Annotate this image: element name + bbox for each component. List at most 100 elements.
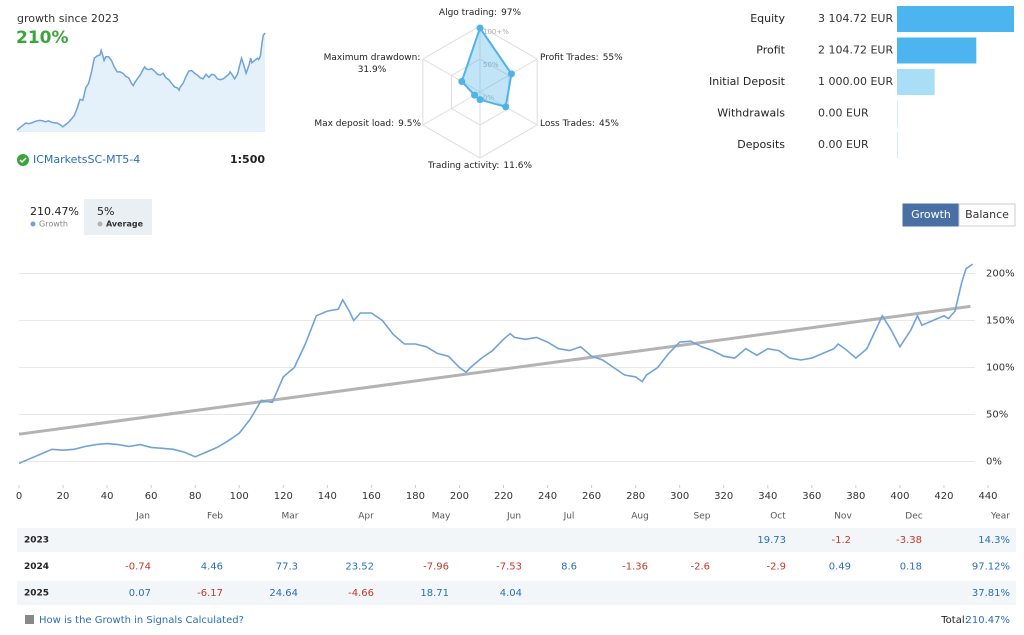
cell-value: 18.71: [420, 588, 449, 599]
bar-label: Initial Deposit: [709, 75, 786, 88]
x-tick-label: 420: [934, 491, 953, 502]
radar-point: [458, 77, 466, 85]
cell-value: -4.66: [348, 588, 374, 599]
growth-label: growth since 2023: [17, 12, 119, 25]
radar-label: Maximum drawdown: 31.9%: [324, 53, 421, 75]
radar-category: Max deposit load:: [314, 119, 394, 129]
radar-value: 45%: [599, 119, 619, 129]
radar-spoke: [422, 58, 481, 93]
toggle-label[interactable]: Balance: [965, 208, 1009, 221]
x-tick-label: 120: [274, 491, 293, 502]
help-link[interactable]: How is the Growth in Signals Calculated?: [39, 615, 244, 626]
mini-chart: [16, 32, 266, 132]
legend-box: [84, 199, 152, 235]
x-tick-label: 180: [406, 491, 425, 502]
row-bg: [17, 554, 1016, 579]
radar-tick-label: 50%: [483, 61, 499, 69]
y-tick-label: 150%: [986, 316, 1015, 327]
bar-value: 0.00 EUR: [818, 107, 869, 120]
x-tick-label: 360: [802, 491, 821, 502]
x-tick-label: 200: [450, 491, 469, 502]
legend: 210.47% Growth 5% Average Growth Balance: [30, 199, 1016, 235]
toggle-button[interactable]: [958, 203, 1016, 227]
mini-line: [16, 32, 266, 131]
growth-chart: 0% 50% 100% 150% 200% 0 20 40 60 80 100 120 140 160 18…: [16, 263, 1015, 502]
x-tick-label: 320: [714, 491, 733, 502]
x-tick-label: 280: [626, 491, 645, 502]
x-tick-label: 340: [758, 491, 777, 502]
bar-value: 2 104.72 EUR: [818, 44, 893, 57]
cell-value: -1.36: [622, 562, 648, 573]
cell-value: 0.18: [900, 562, 922, 573]
total-value: 210.47%: [966, 615, 1011, 626]
x-tick-label: 220: [494, 491, 513, 502]
cell-value: 8.6: [561, 562, 577, 573]
bar-label: Equity: [750, 12, 785, 25]
mini-area: [17, 33, 265, 132]
cell-value: 19.73: [757, 535, 786, 546]
radar-value: 9.5%: [398, 119, 421, 129]
cell-value: -2.6: [690, 562, 710, 573]
cell-value: -0.74: [125, 562, 151, 573]
cell-value: -1.2: [831, 535, 851, 546]
column-header: Nov: [834, 512, 852, 522]
radar-category: Trading activity:: [427, 161, 499, 171]
bar-label: Profit: [756, 44, 785, 57]
row-year: 2023: [24, 536, 49, 546]
column-header: Oct: [770, 512, 786, 522]
radar-tick-label: 0%: [483, 94, 494, 102]
legend-dot: [30, 221, 36, 227]
radar-label: Trading activity: 11.6%: [427, 161, 532, 171]
total-label: Total:: [940, 615, 968, 626]
cell-value: -3.38: [896, 535, 922, 546]
row-total: 14.3%: [978, 535, 1010, 546]
bar-value: 0.00 EUR: [818, 138, 869, 151]
growth-value: 210%: [16, 28, 69, 48]
cell-value: 23.52: [345, 562, 374, 573]
row-total: 97.12%: [972, 562, 1010, 573]
help-icon: [25, 615, 34, 624]
column-header: Aug: [631, 512, 649, 522]
radar-tick-label: 100+%: [483, 28, 509, 36]
legend-value: 210.47%: [30, 205, 79, 218]
radar-value: 55%: [603, 53, 623, 63]
radar-point: [471, 91, 479, 99]
bar-label: Deposits: [737, 138, 785, 151]
series-line: [18, 304, 971, 436]
radar-label: Max deposit load: 9.5%: [314, 119, 421, 129]
x-tick-label: 80: [189, 491, 202, 502]
x-tick-label: 440: [978, 491, 997, 502]
cell-value: -2.9: [766, 562, 786, 573]
cell-value: 24.64: [269, 588, 298, 599]
x-tick-label: 60: [145, 491, 158, 502]
column-header: Sep: [694, 512, 711, 522]
row-year: 2025: [24, 589, 49, 599]
column-header: Jul: [563, 512, 575, 522]
column-header: Dec: [905, 512, 922, 522]
column-header: Mar: [282, 512, 299, 522]
toggle-label[interactable]: Growth: [911, 208, 951, 221]
bar: [897, 69, 935, 95]
cell-value: -7.96: [423, 562, 449, 573]
column-header: Year: [990, 512, 1010, 522]
column-header: Jan: [135, 512, 150, 522]
x-tick-label: 400: [890, 491, 909, 502]
series-line: [18, 263, 974, 465]
cell-value: 4.04: [500, 588, 522, 599]
column-header: Jun: [506, 512, 521, 522]
radar-value: 97%: [501, 8, 521, 18]
bar: [897, 6, 1014, 32]
radar-point: [476, 24, 484, 32]
cell-value: -7.53: [496, 562, 522, 573]
x-tick-label: 240: [538, 491, 557, 502]
account-link[interactable]: ICMarketsSC-MT5-4: [33, 153, 140, 166]
y-tick-label: 0%: [986, 457, 1002, 468]
row-bg: [17, 528, 1016, 552]
row-total: 37.81%: [972, 588, 1010, 599]
monthly-table: Jan Feb Mar Apr May Jun Jul Aug Sep Oct Nov Dec Year…: [17, 512, 1016, 605]
cell-value: 0.07: [129, 588, 151, 599]
x-tick-label: 260: [582, 491, 601, 502]
radar-value: 31.9%: [358, 65, 387, 75]
cell-value: 77.3: [276, 562, 298, 573]
